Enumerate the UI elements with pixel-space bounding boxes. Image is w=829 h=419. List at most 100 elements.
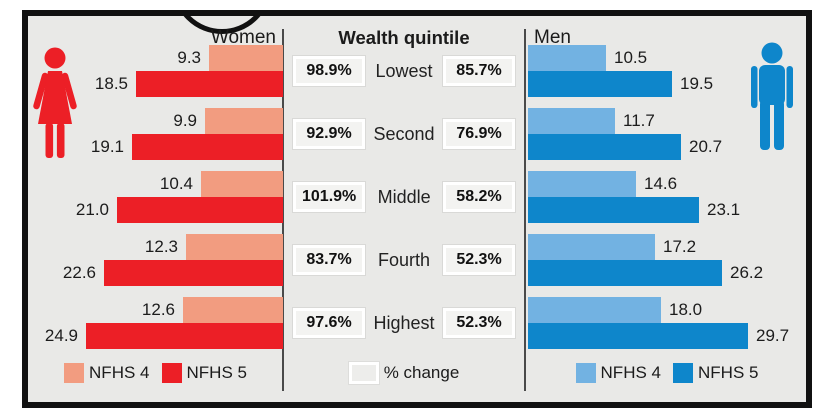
nfhs4-women-swatch-icon bbox=[64, 363, 85, 383]
pct-change-swatch-icon bbox=[348, 362, 379, 384]
women-nfhs4-bar bbox=[201, 171, 283, 197]
women-nfhs4-bar bbox=[205, 108, 283, 134]
bar-value-label: 29.7 bbox=[756, 326, 790, 345]
bar-value-label: 9.9 bbox=[173, 111, 197, 130]
women-nfhs4-bar bbox=[209, 45, 283, 71]
men-nfhs4-line: 17.2 bbox=[528, 234, 806, 260]
women-pct-change-box: 101.9% bbox=[293, 182, 366, 212]
men-nfhs5-bar bbox=[528, 71, 672, 97]
women-nfhs5-line: 22.6 bbox=[28, 260, 283, 286]
nfhs5-men-swatch-icon bbox=[673, 363, 693, 383]
bar-value-label: 24.9 bbox=[44, 326, 78, 345]
quintile-label: Fourth bbox=[377, 249, 431, 270]
legend-item-women-nfhs5: NFHS 5 bbox=[161, 363, 247, 383]
men-nfhs4-bar bbox=[528, 234, 655, 260]
men-nfhs5-bar bbox=[528, 260, 722, 286]
women-nfhs5-line: 21.0 bbox=[28, 197, 283, 223]
quintile-label: Lowest bbox=[375, 60, 433, 81]
men-nfhs5-line: 29.7 bbox=[528, 323, 806, 349]
men-nfhs5-line: 19.5 bbox=[528, 71, 806, 97]
men-row: 14.6 23.1 bbox=[528, 171, 806, 223]
bar-value-label: 14.6 bbox=[644, 174, 678, 193]
legend-item-pct-change: % change bbox=[348, 362, 460, 384]
men-nfhs5-bar bbox=[528, 197, 699, 223]
women-nfhs4-line: 12.6 bbox=[28, 297, 283, 323]
men-nfhs5-line: 26.2 bbox=[528, 260, 806, 286]
women-nfhs4-line: 9.9 bbox=[28, 108, 283, 134]
bar-value-label: 26.2 bbox=[730, 263, 764, 282]
women-pct-change-box: 92.9% bbox=[293, 119, 365, 149]
men-nfhs5-bar bbox=[528, 323, 748, 349]
men-pct-change-box: 58.2% bbox=[442, 182, 515, 212]
quintile-row: 97.6% Highest 52.3% bbox=[284, 304, 524, 342]
quintile-row: 101.9% Middle 58.2% bbox=[284, 178, 524, 216]
men-nfhs4-bar bbox=[528, 171, 636, 197]
quintile-row: 92.9% Second 76.9% bbox=[284, 115, 524, 153]
nfhs5-women-swatch-icon bbox=[161, 363, 182, 383]
bar-value-label: 23.1 bbox=[707, 200, 741, 219]
bar-value-label: 10.5 bbox=[614, 48, 648, 67]
legend-men: NFHS 4 NFHS 5 bbox=[528, 358, 806, 388]
legend-label: % change bbox=[383, 363, 460, 382]
bar-value-label: 22.6 bbox=[62, 263, 96, 282]
quintile-row: 83.7% Fourth 52.3% bbox=[284, 241, 524, 279]
women-nfhs5-line: 18.5 bbox=[28, 71, 283, 97]
quintile-label: Highest bbox=[373, 312, 435, 333]
men-nfhs5-line: 20.7 bbox=[528, 134, 806, 160]
men-nfhs5-line: 23.1 bbox=[528, 197, 806, 223]
women-nfhs5-line: 19.1 bbox=[28, 134, 283, 160]
women-nfhs4-line: 10.4 bbox=[28, 171, 283, 197]
divider-left bbox=[282, 29, 284, 391]
women-nfhs5-line: 24.9 bbox=[28, 323, 283, 349]
legend-item-men-nfhs4: NFHS 4 bbox=[575, 363, 661, 383]
legend-center: % change bbox=[284, 358, 524, 388]
women-nfhs5-bar bbox=[86, 323, 283, 349]
legend-label: NFHS 4 bbox=[89, 363, 150, 382]
bar-value-label: 12.6 bbox=[141, 300, 175, 319]
legend-label: NFHS 4 bbox=[600, 363, 661, 382]
men-nfhs4-bar bbox=[528, 108, 615, 134]
women-row: 12.3 22.6 bbox=[28, 234, 283, 286]
women-pct-change-box: 98.9% bbox=[293, 56, 365, 86]
women-pct-change-box: 83.7% bbox=[293, 245, 365, 275]
nfhs4-men-swatch-icon bbox=[575, 363, 596, 383]
bar-value-label: 19.5 bbox=[680, 74, 714, 93]
quintile-label: Middle bbox=[377, 186, 431, 207]
men-row: 17.2 26.2 bbox=[528, 234, 806, 286]
men-pct-change-box: 52.3% bbox=[443, 308, 515, 338]
men-row: 18.0 29.7 bbox=[528, 297, 806, 349]
bar-value-label: 19.1 bbox=[90, 137, 124, 156]
woman-icon bbox=[33, 47, 77, 158]
women-nfhs5-bar bbox=[132, 134, 283, 160]
men-nfhs4-line: 11.7 bbox=[528, 108, 806, 134]
men-pct-change-box: 52.3% bbox=[443, 245, 515, 275]
men-row: 11.7 20.7 bbox=[528, 108, 806, 160]
bar-value-label: 18.0 bbox=[669, 300, 703, 319]
women-nfhs4-line: 12.3 bbox=[28, 234, 283, 260]
women-nfhs4-bar bbox=[186, 234, 283, 260]
legend-item-women-nfhs4: NFHS 4 bbox=[64, 363, 150, 383]
bar-value-label: 12.3 bbox=[144, 237, 178, 256]
women-row: 9.9 19.1 bbox=[28, 108, 283, 160]
women-pct-change-box: 97.6% bbox=[293, 308, 365, 338]
bar-value-label: 10.4 bbox=[159, 174, 193, 193]
quintile-label: Second bbox=[373, 123, 435, 144]
women-row: 12.6 24.9 bbox=[28, 297, 283, 349]
men-nfhs4-bar bbox=[528, 297, 661, 323]
divider-right bbox=[524, 29, 526, 391]
bar-value-label: 17.2 bbox=[663, 237, 697, 256]
chart-panel: Women Wealth quintile Men bbox=[22, 10, 812, 408]
legend-label: NFHS 5 bbox=[698, 363, 759, 382]
women-row: 10.4 21.0 bbox=[28, 171, 283, 223]
men-nfhs4-bar bbox=[528, 45, 606, 71]
wealth-quintile-title: Wealth quintile bbox=[338, 27, 470, 48]
men-nfhs5-bar bbox=[528, 134, 681, 160]
women-row: 9.3 18.5 bbox=[28, 45, 283, 97]
bar-value-label: 18.5 bbox=[94, 74, 128, 93]
women-nfhs4-bar bbox=[183, 297, 283, 323]
men-header: Men bbox=[534, 27, 571, 48]
bar-value-label: 20.7 bbox=[689, 137, 723, 156]
legend-label: NFHS 5 bbox=[186, 363, 247, 382]
women-nfhs5-bar bbox=[136, 71, 283, 97]
